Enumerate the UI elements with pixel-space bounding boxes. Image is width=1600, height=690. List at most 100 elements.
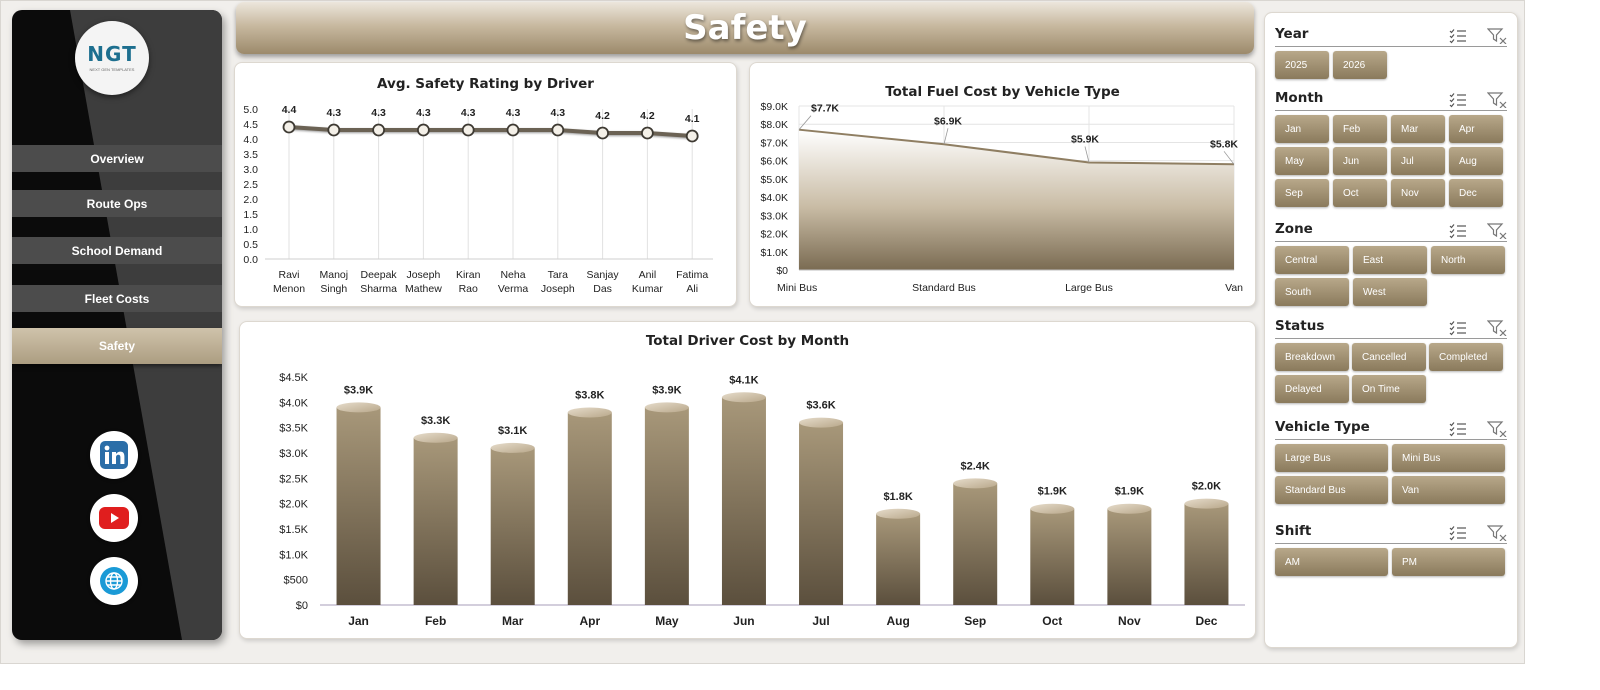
data-label: $3.9K: [344, 384, 373, 396]
slicer-option-van[interactable]: Van: [1392, 476, 1505, 504]
slicer-option-large-bus[interactable]: Large Bus: [1275, 444, 1388, 472]
bar-body: [953, 483, 998, 605]
multi-select-icon[interactable]: [1449, 28, 1467, 49]
y-tick-label: $9.0K: [761, 101, 788, 113]
bar-body: [490, 447, 535, 605]
clear-filter-icon[interactable]: [1486, 525, 1507, 546]
slicer-option-oct[interactable]: Oct: [1333, 179, 1387, 207]
slicer-option-standard-bus[interactable]: Standard Bus: [1275, 476, 1388, 504]
slicer-option-pm[interactable]: PM: [1392, 548, 1505, 576]
y-tick-label: 2.5: [243, 179, 258, 191]
slicer-option-cancelled[interactable]: Cancelled: [1352, 343, 1426, 371]
chart-title: Total Driver Cost by Month: [645, 333, 850, 349]
bar-body: [1030, 508, 1075, 605]
slicer-option-completed[interactable]: Completed: [1429, 343, 1503, 371]
y-tick-label: $2.0K: [279, 499, 308, 511]
youtube-icon[interactable]: [90, 494, 138, 542]
y-tick-label: $4.0K: [761, 192, 788, 204]
multi-select-icon[interactable]: [1449, 223, 1467, 244]
data-label: $1.9K: [1115, 486, 1144, 498]
clear-filter-icon[interactable]: [1486, 320, 1507, 341]
x-tick-label: Jun: [733, 614, 754, 628]
multi-select-icon[interactable]: [1449, 320, 1467, 341]
slicer-option-may[interactable]: May: [1275, 147, 1329, 175]
slicer-option-2026[interactable]: 2026: [1333, 51, 1387, 79]
nav-item-school-demand[interactable]: School Demand: [12, 237, 222, 264]
slicer-option-south[interactable]: South: [1275, 278, 1349, 306]
ngt-logo[interactable]: NGT NEXT GEN TEMPLATES: [75, 21, 149, 95]
bar: [1030, 503, 1075, 605]
nav-item-safety[interactable]: Safety: [12, 328, 222, 364]
y-tick-label: 3.5: [243, 149, 258, 161]
slicer-option-sep[interactable]: Sep: [1275, 179, 1329, 207]
data-label: $1.8K: [883, 491, 912, 503]
slicer-option-aug[interactable]: Aug: [1449, 147, 1503, 175]
clear-filter-icon[interactable]: [1486, 421, 1507, 442]
slicer-option-east[interactable]: East: [1353, 246, 1427, 274]
nav-item-fleet-costs[interactable]: Fleet Costs: [12, 285, 222, 312]
multi-select-icon[interactable]: [1449, 525, 1467, 546]
x-tick-label: Large Bus: [1065, 282, 1113, 294]
x-tick-label: Nov: [1118, 614, 1141, 628]
slicer-option-mini-bus[interactable]: Mini Bus: [1392, 444, 1505, 472]
multi-select-icon[interactable]: [1449, 92, 1467, 113]
clear-filter-icon[interactable]: [1486, 92, 1507, 113]
data-label: 4.2: [595, 110, 610, 122]
globe-icon[interactable]: [90, 557, 138, 605]
slicer-option-breakdown[interactable]: Breakdown: [1275, 343, 1349, 371]
bar: [799, 417, 844, 605]
status-slicer: Status Breakdown Cancelled Completed Delayed…: [1275, 315, 1507, 407]
y-tick-label: $3.5K: [279, 423, 308, 435]
slicer-option-north[interactable]: North: [1431, 246, 1505, 274]
zone-slicer: Zone Central East North South West: [1275, 218, 1507, 310]
slicer-option-west[interactable]: West: [1353, 278, 1427, 306]
slicer-header: Month: [1275, 87, 1507, 111]
clear-filter-icon[interactable]: [1486, 28, 1507, 49]
slicer-option-delayed[interactable]: Delayed: [1275, 375, 1349, 403]
nav-item-overview[interactable]: Overview: [12, 145, 222, 172]
x-tick-label: May: [655, 614, 679, 628]
slicer-header: Year: [1275, 23, 1507, 47]
bar-body: [413, 437, 458, 605]
data-label: $6.9K: [934, 115, 962, 127]
slicer-option-jun[interactable]: Jun: [1333, 147, 1387, 175]
slicer-option-feb[interactable]: Feb: [1333, 115, 1387, 143]
slicer-option-apr[interactable]: Apr: [1449, 115, 1503, 143]
slicer-header: Vehicle Type: [1275, 416, 1507, 440]
clear-filter-icon[interactable]: [1486, 223, 1507, 244]
bar: [1107, 503, 1152, 605]
slicer-title: Month: [1275, 90, 1324, 106]
x-tick-label: Oct: [1042, 614, 1062, 628]
y-tick-label: $1.5K: [279, 524, 308, 536]
y-tick-label: $500: [284, 575, 308, 587]
slicer-option-on-time[interactable]: On Time: [1352, 375, 1426, 403]
slicer-option-central[interactable]: Central: [1275, 246, 1349, 274]
data-label: 4.1: [685, 113, 700, 125]
linkedin-icon[interactable]: [90, 431, 138, 479]
slicer-option-am[interactable]: AM: [1275, 548, 1388, 576]
bar-body: [1184, 503, 1229, 605]
bar-cap: [567, 407, 612, 418]
fuel-cost-chart: $0 $1.0K $2.0K $3.0K $4.0K $5.0K $6.0K $7.0K $8.…: [761, 101, 1244, 294]
slicer-option-2025[interactable]: 2025: [1275, 51, 1329, 79]
y-tick-label: 5.0: [243, 104, 258, 116]
slicer-option-nov[interactable]: Nov: [1391, 179, 1445, 207]
slicer-option-jul[interactable]: Jul: [1391, 147, 1445, 175]
data-label: 4.3: [506, 107, 521, 119]
shift-slicer: Shift AM PM: [1275, 520, 1507, 580]
data-point: [506, 123, 520, 137]
page-header: Safety: [236, 2, 1254, 54]
y-tick-label: 0.5: [243, 239, 258, 251]
slicer-option-jan[interactable]: Jan: [1275, 115, 1329, 143]
multi-select-icon[interactable]: [1449, 421, 1467, 442]
data-label: 4.3: [550, 107, 565, 119]
bar-body: [721, 397, 766, 605]
slicer-option-mar[interactable]: Mar: [1391, 115, 1445, 143]
slicer-option-dec[interactable]: Dec: [1449, 179, 1503, 207]
nav-label: Fleet Costs: [84, 291, 150, 306]
x-tick-text: Manoj Singh: [319, 269, 348, 295]
nav-item-route-ops[interactable]: Route Ops: [12, 190, 222, 217]
driver-cost-chart: $0 $500 $1.0K $1.5K $2.0K $2.5K $3.0K $3.5K $4.0…: [279, 372, 1245, 628]
data-label: 4.3: [326, 107, 341, 119]
bar: [490, 442, 535, 605]
